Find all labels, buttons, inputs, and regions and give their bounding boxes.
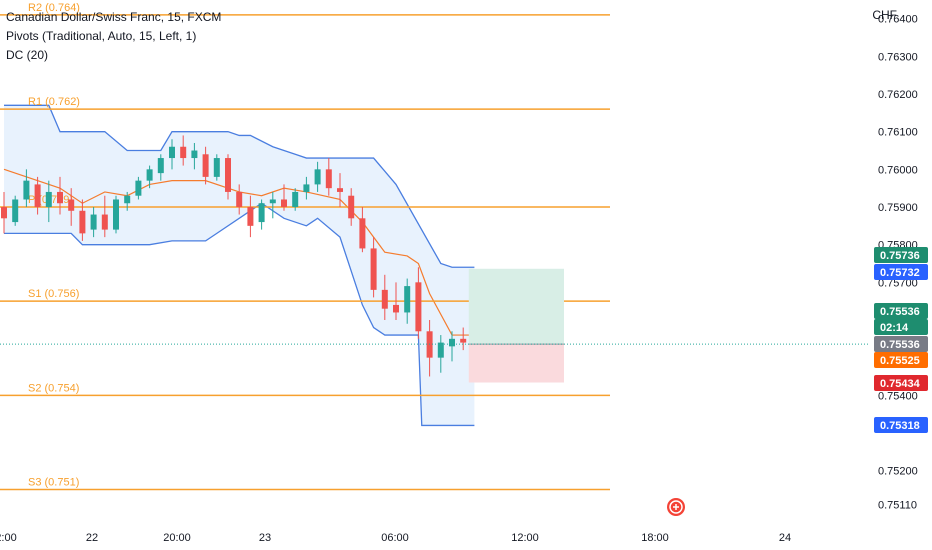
candle-body: [191, 150, 198, 159]
candle-body: [449, 338, 455, 347]
price-badge-text: 02:14: [880, 322, 909, 334]
dc-indicator-label[interactable]: DC (20): [6, 48, 49, 62]
price-badge-text: 0.75732: [880, 267, 920, 279]
currency-label: CHF: [872, 8, 897, 22]
candle-body: [135, 180, 142, 196]
price-tick-label: 0.75900: [878, 202, 918, 214]
candle-body: [437, 342, 444, 358]
candle-body: [359, 218, 366, 249]
price-badge: [874, 336, 928, 352]
candle-body: [1, 207, 7, 219]
candle-body: [292, 191, 299, 208]
candle-body: [45, 191, 52, 208]
price-badge: [874, 319, 928, 335]
candle-body: [202, 154, 209, 177]
price-badge: [874, 375, 928, 391]
symbol-title[interactable]: Canadian Dollar/Swiss Franc, 15, FXCM: [6, 10, 222, 24]
price-tick-label: 0.76000: [878, 164, 918, 176]
candle-body: [157, 158, 164, 174]
candle-body: [247, 207, 254, 226]
candlestick-series: [1, 135, 467, 377]
candle-body: [79, 210, 86, 234]
target-zone: [468, 268, 564, 345]
price-tick-label: 0.75200: [878, 466, 918, 478]
candle-body: [113, 199, 119, 230]
price-badge: [874, 417, 928, 433]
donchian-lower: [4, 202, 475, 427]
candle-body: [281, 199, 287, 208]
candle-body: [68, 199, 75, 211]
time-tick-label: 20:00: [163, 532, 191, 544]
donchian-fill: [4, 105, 475, 426]
price-tick-label: 0.76100: [878, 127, 918, 139]
candle-body: [146, 169, 153, 181]
candle-body: [269, 199, 276, 204]
price-badges: 0.75736 0.75732 0.75536 02:14 0.75536 0.75525…: [874, 247, 928, 433]
candle-body: [213, 158, 220, 177]
pivot-label: S2 (0.754): [28, 382, 79, 394]
candle-body: [34, 184, 41, 208]
pivot-label: R2 (0.764): [28, 2, 80, 14]
candle-body: [404, 286, 411, 313]
candle-body: [415, 282, 422, 332]
price-badge: [874, 264, 928, 280]
price-tick-label: 0.75700: [878, 277, 918, 289]
candle-body: [460, 338, 467, 343]
time-axis[interactable]: 2:00 22 20:00 23 06:00 12:00 18:00 24: [0, 532, 791, 544]
candle-body: [325, 169, 332, 189]
price-badge: [874, 303, 928, 319]
price-badge-text: 0.75525: [880, 355, 920, 367]
stop-zone: [468, 344, 564, 383]
pivot-lines: R2 (0.764)R1 (0.762)P (0.759)S1 (0.756)S…: [0, 2, 610, 491]
price-tick-label: 0.76200: [878, 89, 918, 101]
pivot-label: S1 (0.756): [28, 288, 79, 300]
price-badge-text: 0.75736: [880, 250, 920, 262]
candle-body: [370, 248, 377, 290]
price-badge: [874, 352, 928, 368]
candle-body: [225, 158, 231, 192]
time-tick-label: 23: [259, 532, 271, 544]
candle-body: [23, 180, 30, 200]
candle-body: [258, 203, 265, 223]
time-tick-label: 12:00: [511, 532, 539, 544]
donchian-channel: [3, 104, 475, 427]
time-tick-label: 18:00: [641, 532, 669, 544]
pivots-indicator-label[interactable]: Pivots (Traditional, Auto, 15, Left, 1): [6, 29, 197, 43]
time-tick-label: 06:00: [381, 532, 409, 544]
time-tick-label: 24: [779, 532, 791, 544]
candle-body: [303, 184, 310, 192]
price-badge-text: 0.75434: [880, 378, 921, 390]
time-tick-label: 2:00: [0, 532, 17, 544]
candle-body: [393, 304, 399, 313]
chart-legend: Canadian Dollar/Swiss Franc, 15, FXCM Pi…: [6, 8, 221, 65]
time-tick-label: 22: [86, 532, 98, 544]
candle-body: [90, 214, 97, 230]
candle-body: [314, 169, 321, 185]
long-position-tool[interactable]: [468, 268, 564, 383]
candle-body: [381, 289, 388, 309]
candle-body: [57, 191, 63, 204]
candle-body: [236, 191, 243, 208]
price-tick-label: 0.75110: [878, 500, 917, 512]
candle-body: [124, 195, 131, 204]
price-badge-text: 0.75318: [880, 420, 920, 432]
candle-body: [337, 188, 343, 192]
pivot-label: R1 (0.762): [28, 96, 80, 108]
candle-body: [169, 146, 175, 159]
candle-body: [348, 195, 355, 219]
price-badge-text: 0.75536: [880, 339, 920, 351]
price-badge: [874, 247, 928, 263]
price-tick-label: 0.76400: [878, 14, 918, 26]
donchian-upper: [4, 104, 475, 268]
price-badge-text: 0.75536: [880, 306, 920, 318]
price-tick-label: 0.75400: [878, 390, 918, 402]
candle-body: [180, 146, 187, 159]
pivot-label: S3 (0.751): [28, 476, 79, 488]
reset-button[interactable]: [667, 498, 685, 516]
candle-body: [101, 214, 108, 230]
candle-body: [12, 199, 19, 223]
price-tick-label: 0.76300: [878, 51, 918, 63]
